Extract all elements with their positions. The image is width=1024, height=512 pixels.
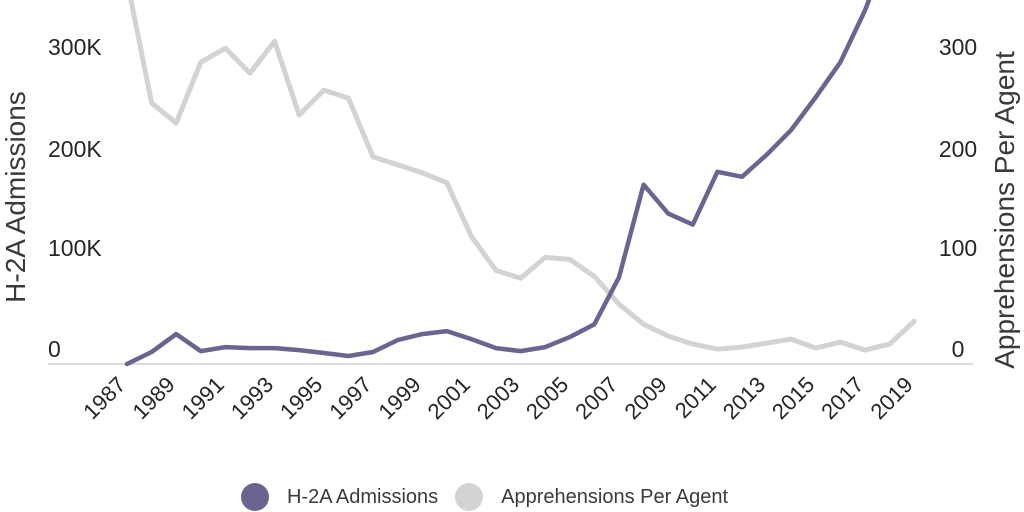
x-axis-tick-label: 1997 — [324, 372, 376, 424]
x-axis-tick-label: 2013 — [718, 372, 770, 424]
x-axis-tick-label: 2005 — [521, 372, 573, 424]
left-axis-title: H-2A Admissions — [0, 91, 31, 303]
left-axis-tick-label: 0 — [48, 336, 61, 362]
legend-label-h2a-admissions: H-2A Admissions — [287, 485, 439, 508]
x-axis-tick-label: 1999 — [373, 372, 425, 424]
x-axis-tick-label: 1991 — [177, 372, 229, 424]
x-axis-tick-label: 1993 — [226, 372, 278, 424]
right-axis-title: Apprehensions Per Agent — [989, 51, 1020, 369]
apprehensions-per-agent-line — [128, 0, 917, 353]
x-axis-tick-label: 2001 — [423, 372, 475, 424]
x-axis-tick-label: 2019 — [865, 372, 917, 424]
left-axis-tick-label: 200K — [48, 136, 102, 162]
right-axis-tick-label: 100 — [939, 235, 977, 261]
left-axis-tick-label: 100K — [48, 235, 102, 261]
legend-swatch-h2a-admissions — [241, 483, 269, 511]
legend-swatch-apprehensions-per-agent — [455, 483, 484, 511]
right-axis-tick-label: 0 — [952, 336, 965, 362]
x-axis-tick-label: 2003 — [472, 372, 524, 424]
x-axis-tick-label: 2011 — [670, 372, 721, 423]
x-axis-tick-label: 1989 — [127, 372, 179, 424]
left-axis-tick-label: 300K — [48, 34, 102, 60]
legend-label-apprehensions-per-agent: Apprehensions Per Agent — [501, 485, 728, 508]
x-axis-tick-label: 2015 — [767, 372, 819, 424]
right-axis-tick-label: 200 — [939, 136, 977, 162]
x-axis-tick-label: 2009 — [619, 372, 671, 424]
x-axis-tick-label: 2017 — [816, 372, 868, 424]
x-axis-tick-label: 1995 — [275, 372, 327, 424]
x-axis-tick-label: 1987 — [78, 372, 130, 424]
h2a-admissions-line — [124, 0, 872, 367]
right-axis-tick-label: 300 — [939, 34, 977, 60]
legend: H-2A Admissions Apprehensions Per Agent — [241, 483, 745, 511]
x-axis-tick-label: 2007 — [570, 372, 622, 424]
